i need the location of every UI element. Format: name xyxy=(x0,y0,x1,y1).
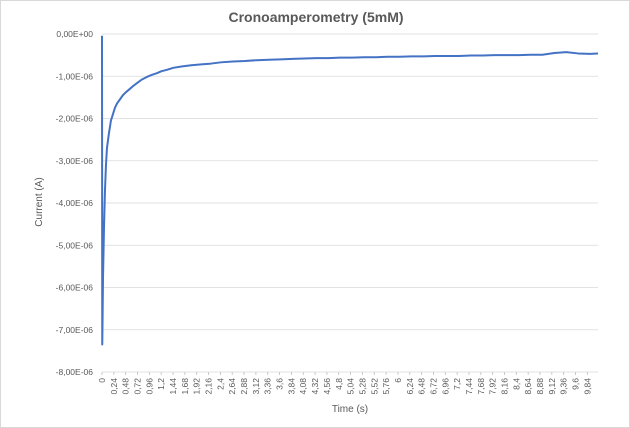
x-tick-label: 2,64 xyxy=(227,378,237,395)
x-tick-label: 1,68 xyxy=(180,378,190,395)
x-tick-label: 2,16 xyxy=(204,378,214,395)
x-tick-label: 5,52 xyxy=(369,378,379,395)
x-tick-label: 7,68 xyxy=(476,378,486,395)
x-tick-label: 2,88 xyxy=(239,378,249,395)
x-tick-label: 8,16 xyxy=(499,378,509,395)
x-tick-label: 9,6 xyxy=(571,378,581,390)
x-tick-label: 8,64 xyxy=(523,378,533,395)
x-tick-label: 9,12 xyxy=(547,378,557,395)
x-tick-label: 2,4 xyxy=(215,378,225,390)
x-tick-label: 4,32 xyxy=(310,378,320,395)
x-tick-label: 4,56 xyxy=(322,378,332,395)
y-tick-label: 0,00E+00 xyxy=(56,29,93,39)
x-tick-label: 8,88 xyxy=(535,378,545,395)
y-tick-label: -8,00E-06 xyxy=(56,367,94,377)
x-tick-label: 1,44 xyxy=(168,378,178,395)
x-tick-label: 1,92 xyxy=(192,378,202,395)
x-tick-label: 3,12 xyxy=(251,378,261,395)
y-tick-label: -2,00E-06 xyxy=(56,114,94,124)
x-tick-label: 6,96 xyxy=(440,378,450,395)
x-tick-label: 0 xyxy=(97,378,107,383)
series-group xyxy=(101,35,599,346)
x-tick-label: 4,8 xyxy=(334,378,344,390)
y-tick-label: -7,00E-06 xyxy=(56,325,94,335)
x-tick-label: 5,04 xyxy=(346,378,356,395)
x-tick-label: 0,48 xyxy=(121,378,131,395)
x-axis-ticks: 0 0,24 0,48 0,72 0,96 1,2 1,44 1,68 1,92 2,16 2,4 2… xyxy=(97,372,592,395)
y-axis-title: Current (A) xyxy=(34,177,45,226)
x-tick-label: 9,84 xyxy=(582,378,592,395)
x-tick-label: 6 xyxy=(393,378,403,383)
x-tick-label: 7,44 xyxy=(464,378,474,395)
x-tick-label: 4,08 xyxy=(298,378,308,395)
x-tick-label: 3,84 xyxy=(286,378,296,395)
x-tick-label: 7,92 xyxy=(488,378,498,395)
series-line-0 xyxy=(101,35,599,346)
x-tick-label: 3,6 xyxy=(275,378,285,390)
y-tick-label: -4,00E-06 xyxy=(56,198,94,208)
x-tick-label: 6,24 xyxy=(405,378,415,395)
x-tick-label: 0,96 xyxy=(144,378,154,395)
y-tick-label: -1,00E-06 xyxy=(56,71,94,81)
x-tick-label: 0,72 xyxy=(133,378,143,395)
y-axis-ticks: 0,00E+00 -1,00E-06 -2,00E-06 -3,00E-06 -4,00… xyxy=(56,29,94,377)
y-tick-label: -3,00E-06 xyxy=(56,156,94,166)
gridlines xyxy=(102,33,598,373)
x-tick-label: 0,24 xyxy=(109,378,119,395)
x-tick-label: 1,2 xyxy=(156,378,166,390)
x-tick-label: 5,76 xyxy=(381,378,391,395)
x-tick-label: 7,2 xyxy=(452,378,462,390)
y-tick-label: -6,00E-06 xyxy=(56,283,94,293)
y-tick-label: -5,00E-06 xyxy=(56,240,94,250)
chart-title: Cronoamperometry (5mM) xyxy=(228,9,403,25)
x-axis-title: Time (s) xyxy=(332,404,368,415)
x-tick-label: 5,28 xyxy=(357,378,367,395)
x-tick-label: 6,72 xyxy=(428,378,438,395)
x-tick-label: 3,36 xyxy=(263,378,273,395)
x-tick-label: 6,48 xyxy=(417,378,427,395)
x-tick-label: 8,4 xyxy=(511,378,521,390)
x-tick-label: 9,36 xyxy=(559,378,569,395)
